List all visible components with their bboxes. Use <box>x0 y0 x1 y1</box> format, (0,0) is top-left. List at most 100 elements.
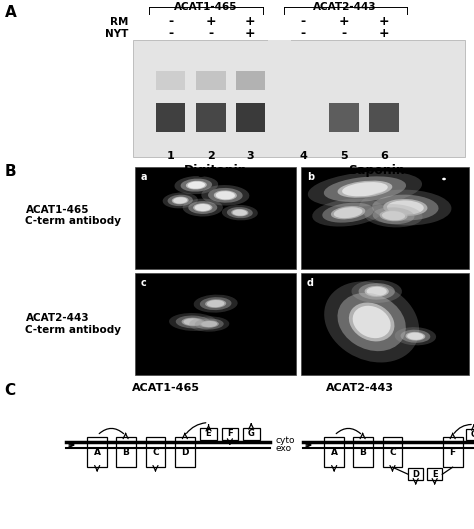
Ellipse shape <box>201 185 249 206</box>
Bar <box>301 167 469 269</box>
Ellipse shape <box>334 207 363 218</box>
Ellipse shape <box>383 199 428 216</box>
Text: +: + <box>379 15 389 28</box>
Ellipse shape <box>337 293 406 351</box>
Ellipse shape <box>201 321 217 327</box>
Bar <box>135 273 296 375</box>
Ellipse shape <box>407 333 424 340</box>
Ellipse shape <box>205 299 226 308</box>
Text: -: - <box>301 28 306 40</box>
Ellipse shape <box>195 318 224 330</box>
Text: Digitonin: Digitonin <box>184 163 247 177</box>
Ellipse shape <box>331 206 365 220</box>
Bar <box>116 437 136 467</box>
Text: +: + <box>245 15 255 28</box>
Text: ACAT2-443: ACAT2-443 <box>326 383 394 393</box>
Text: d: d <box>307 278 314 288</box>
Text: 4: 4 <box>300 151 307 161</box>
Bar <box>301 273 469 375</box>
Text: 2: 2 <box>207 151 215 161</box>
Text: -: - <box>168 28 173 40</box>
Ellipse shape <box>365 204 423 227</box>
Text: +: + <box>379 28 389 40</box>
Text: D: D <box>181 448 189 457</box>
Ellipse shape <box>359 189 451 225</box>
Text: E: E <box>432 470 438 479</box>
Text: A: A <box>94 448 100 457</box>
Ellipse shape <box>231 209 248 216</box>
Text: a: a <box>141 172 147 182</box>
Ellipse shape <box>183 318 203 325</box>
Ellipse shape <box>181 179 212 191</box>
Text: -: - <box>209 28 213 40</box>
Ellipse shape <box>387 200 424 215</box>
Ellipse shape <box>216 191 235 199</box>
Ellipse shape <box>173 197 187 204</box>
Ellipse shape <box>366 287 387 296</box>
Text: +: + <box>245 28 255 40</box>
Ellipse shape <box>222 205 258 221</box>
Bar <box>201 427 217 440</box>
Ellipse shape <box>382 211 405 221</box>
Ellipse shape <box>200 297 231 310</box>
Text: cyto: cyto <box>276 436 295 445</box>
Ellipse shape <box>352 280 402 303</box>
Ellipse shape <box>365 286 389 297</box>
Ellipse shape <box>195 204 211 211</box>
Ellipse shape <box>308 171 422 207</box>
Bar <box>135 167 296 269</box>
Ellipse shape <box>208 188 243 203</box>
Text: B: B <box>5 163 17 178</box>
Text: F: F <box>227 430 233 439</box>
Bar <box>87 437 107 467</box>
Ellipse shape <box>349 303 394 341</box>
Text: ACAT1-465: ACAT1-465 <box>174 2 238 12</box>
Text: F: F <box>450 448 456 457</box>
Ellipse shape <box>324 176 406 202</box>
Text: c: c <box>141 278 146 288</box>
Ellipse shape <box>312 199 384 226</box>
Text: RM: RM <box>109 17 128 27</box>
Ellipse shape <box>188 181 205 189</box>
Ellipse shape <box>380 210 408 221</box>
Ellipse shape <box>214 190 237 200</box>
Bar <box>408 468 423 480</box>
Ellipse shape <box>342 182 388 196</box>
Text: +: + <box>206 15 216 28</box>
Bar <box>236 71 265 90</box>
Text: 1: 1 <box>167 151 174 161</box>
Text: ACAT1-465: ACAT1-465 <box>132 383 200 393</box>
Bar <box>329 103 359 132</box>
Bar <box>146 437 165 467</box>
Text: 3: 3 <box>246 151 254 161</box>
Bar <box>443 437 463 467</box>
Text: G: G <box>471 430 474 439</box>
Bar <box>383 437 402 467</box>
Ellipse shape <box>233 209 247 216</box>
Text: +: + <box>339 15 349 28</box>
Text: Saponin: Saponin <box>348 163 405 177</box>
Ellipse shape <box>169 313 217 331</box>
Ellipse shape <box>189 316 229 332</box>
Ellipse shape <box>188 201 217 214</box>
Text: ACAT1-465
C-term antibody: ACAT1-465 C-term antibody <box>26 205 121 226</box>
Ellipse shape <box>200 321 219 327</box>
Bar <box>196 71 226 90</box>
Text: 5: 5 <box>340 151 348 161</box>
Ellipse shape <box>322 203 374 223</box>
Text: E: E <box>206 430 211 439</box>
Ellipse shape <box>182 318 205 326</box>
Ellipse shape <box>372 195 438 221</box>
Bar <box>353 437 373 467</box>
Bar <box>427 468 442 480</box>
Text: B: B <box>359 448 366 457</box>
Bar <box>369 103 399 132</box>
Ellipse shape <box>172 197 189 204</box>
Bar <box>196 103 226 132</box>
Text: B: B <box>122 448 129 457</box>
Text: -: - <box>342 28 346 40</box>
Ellipse shape <box>353 306 391 338</box>
Ellipse shape <box>186 181 207 189</box>
Text: G: G <box>248 430 255 439</box>
Text: b: b <box>307 172 314 182</box>
